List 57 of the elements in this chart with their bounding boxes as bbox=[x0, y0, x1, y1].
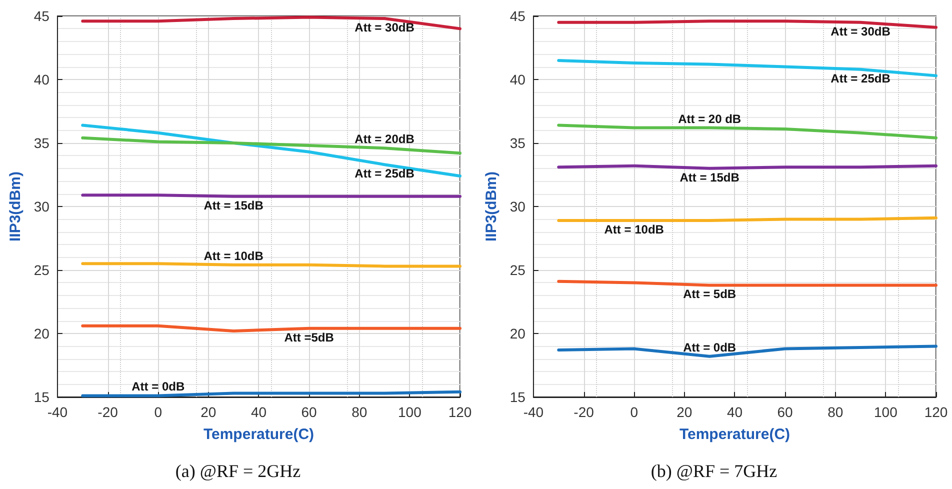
text: (a) @RF = 2GHz bbox=[175, 461, 301, 481]
y-tick-label: 20 bbox=[34, 326, 50, 342]
x-axis-title: Temperature(C) bbox=[679, 426, 790, 443]
series-label: Att = 20dB bbox=[354, 132, 415, 146]
series-label: Att = 0dB bbox=[132, 380, 185, 394]
x-tick-label: 60 bbox=[301, 404, 318, 420]
x-tick-label: -20 bbox=[98, 404, 118, 420]
text: (b) @RF = 7GHz bbox=[650, 461, 778, 481]
series-label: Att = 25dB bbox=[354, 166, 415, 181]
series-label: Att = 15dB bbox=[204, 198, 264, 212]
x-tick-label: 60 bbox=[777, 404, 794, 420]
series-label: Att = 30dB bbox=[354, 20, 415, 35]
x-tick-label: 20 bbox=[676, 404, 692, 420]
x-tick-label: 40 bbox=[726, 404, 743, 420]
series-label: Att = 30dB bbox=[830, 24, 891, 38]
series-label: Att = 10dB bbox=[204, 248, 264, 263]
x-tick-label: 80 bbox=[828, 404, 844, 420]
x-tick-label: 40 bbox=[250, 404, 267, 420]
series-label: Att = 25dB bbox=[830, 71, 891, 86]
y-tick-label: 45 bbox=[34, 8, 50, 24]
x-tick-label: -40 bbox=[47, 404, 68, 420]
x-tick-label: 100 bbox=[398, 404, 422, 420]
line-series bbox=[557, 344, 938, 358]
y-tick-label: 20 bbox=[510, 326, 526, 342]
line-series bbox=[81, 136, 462, 155]
line-series bbox=[81, 124, 462, 178]
x-tick-label: 80 bbox=[352, 404, 368, 420]
y-tick-label: 45 bbox=[510, 8, 526, 24]
series-label: Att = 0dB bbox=[683, 340, 736, 354]
x-axis-title: Temperature(C) bbox=[203, 426, 314, 443]
x-tick-label: 120 bbox=[924, 404, 948, 420]
line-series bbox=[81, 16, 462, 30]
x-tick-label: 120 bbox=[448, 404, 472, 420]
x-tick-label: 100 bbox=[874, 404, 898, 420]
series-label: Att = 15dB bbox=[680, 170, 740, 184]
series-label: Att = 20 dB bbox=[678, 112, 742, 126]
x-tick-label: 0 bbox=[154, 404, 162, 420]
x-tick-label: 0 bbox=[630, 404, 638, 420]
series-label: Att = 5dB bbox=[683, 287, 736, 302]
x-tick-label: 20 bbox=[200, 404, 216, 420]
x-tick-label: -40 bbox=[523, 404, 544, 420]
y-tick-label: 15 bbox=[34, 389, 50, 405]
y-tick-label: 40 bbox=[510, 72, 526, 88]
y-tick-label: 35 bbox=[510, 135, 526, 151]
y-tick-label: 40 bbox=[34, 72, 50, 88]
y-tick-label: 25 bbox=[34, 262, 50, 278]
y-axis-title: IIP3(dBm) bbox=[483, 171, 500, 242]
y-axis-title: IIP3(dBm) bbox=[7, 171, 24, 242]
y-tick-label: 35 bbox=[34, 135, 50, 151]
series-label: Att = 10dB bbox=[604, 222, 664, 236]
y-tick-label: 30 bbox=[34, 198, 50, 214]
y-tick-label: 25 bbox=[510, 262, 526, 278]
y-tick-label: 30 bbox=[510, 198, 526, 214]
x-tick-label: -20 bbox=[574, 404, 594, 420]
series-label: Att =5dB bbox=[284, 330, 334, 344]
line-series bbox=[557, 124, 938, 140]
y-tick-label: 15 bbox=[510, 389, 526, 405]
